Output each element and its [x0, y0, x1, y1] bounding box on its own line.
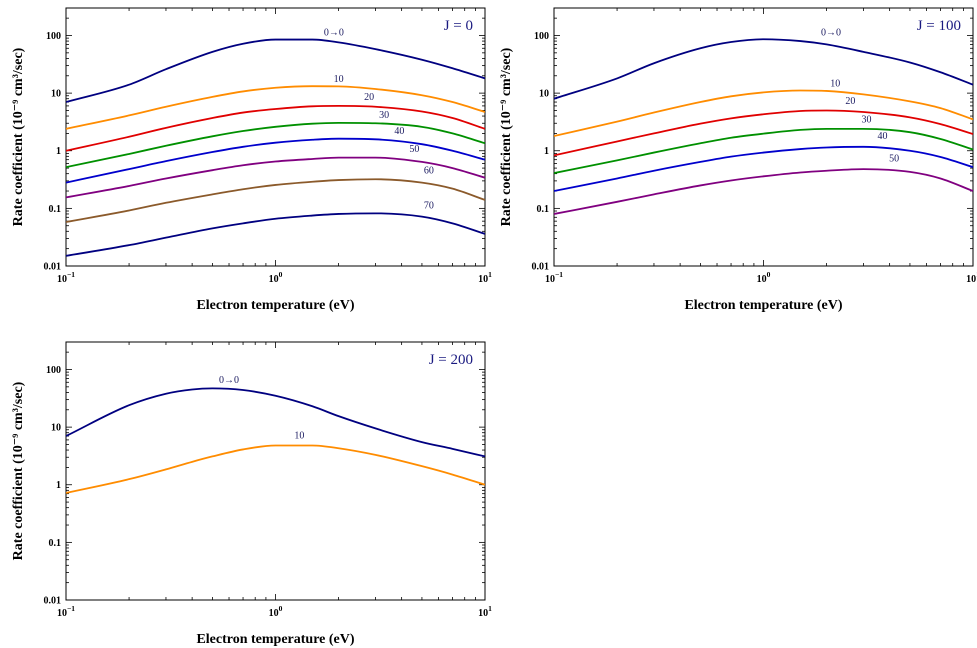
series-label: 10	[830, 79, 840, 90]
series-label: 60	[424, 166, 434, 177]
y-tick-label: 100	[46, 31, 61, 42]
x-tick-label: 10−1	[57, 270, 75, 285]
series-label: 50	[409, 144, 419, 155]
x-tick-exponent: −1	[67, 604, 75, 613]
x-tick-exponent: 1	[488, 270, 492, 279]
x-tick-exponent: 0	[767, 270, 771, 279]
plot-frame	[65, 341, 486, 601]
plot-frame	[553, 7, 974, 267]
x-tick-label: 10−1	[545, 270, 563, 285]
series-line-1	[554, 89, 973, 137]
y-axis-label: Rate coefficient (10⁻⁹ cm³/sec)	[11, 381, 26, 560]
y-tick-label: 0.1	[537, 204, 550, 215]
series-label: 0→0	[219, 375, 239, 386]
series-line-1	[66, 444, 485, 494]
series-label: 70	[424, 200, 434, 211]
series-label: 40	[878, 131, 888, 142]
x-tick-exponent: −1	[67, 270, 75, 279]
y-tick-label: 0.1	[49, 204, 62, 215]
x-axis-label: Electron temperature (eV)	[684, 298, 842, 313]
y-tick-label: 100	[534, 31, 549, 42]
x-tick-label: 101	[478, 270, 492, 285]
x-tick-label: 101	[966, 270, 977, 285]
x-tick-base: 10	[757, 274, 767, 285]
series-line-0	[66, 38, 485, 103]
y-tick-label: 10	[51, 89, 61, 100]
panel-title: J = 200	[429, 352, 473, 368]
series-line-5	[66, 156, 485, 199]
x-tick-base: 10	[478, 608, 488, 619]
y-tick-label: 0.01	[44, 596, 62, 607]
series-label: 20	[845, 96, 855, 107]
series-label: 0→0	[821, 27, 841, 38]
series-line-0	[554, 38, 973, 100]
series-label: 50	[889, 154, 899, 165]
y-tick-label: 0.01	[532, 262, 550, 273]
x-tick-base: 10	[545, 274, 555, 285]
y-tick-label: 100	[46, 365, 61, 376]
series-label: 0→0	[324, 27, 344, 38]
x-tick-base: 10	[269, 274, 279, 285]
series-line-3	[554, 127, 973, 174]
series-line-3	[66, 121, 485, 168]
y-tick-label: 1	[56, 146, 61, 157]
series-line-7	[66, 212, 485, 257]
series-line-2	[554, 109, 973, 157]
y-tick-label: 0.01	[44, 262, 62, 273]
x-tick-label: 10−1	[57, 604, 75, 619]
series-label: 20	[364, 92, 374, 103]
y-axis-label: Rate coefficient (10⁻⁹ cm³/sec)	[11, 47, 26, 226]
y-tick-label: 1	[56, 480, 61, 491]
x-tick-exponent: 1	[488, 604, 492, 613]
series-line-0	[66, 387, 485, 458]
series-line-1	[66, 85, 485, 130]
series-line-4	[66, 137, 485, 184]
series-label: 40	[394, 126, 404, 137]
series-label: 10	[294, 431, 304, 442]
x-tick-base: 10	[966, 274, 976, 285]
series-line-6	[66, 178, 485, 223]
series-line-4	[554, 145, 973, 192]
x-axis-label: Electron temperature (eV)	[196, 298, 354, 313]
x-tick-exponent: −1	[555, 270, 563, 279]
series-label: 30	[379, 110, 389, 121]
series-label: 10	[334, 74, 344, 85]
panel-title: J = 0	[444, 18, 473, 34]
x-tick-exponent: 0	[279, 270, 283, 279]
y-tick-label: 0.1	[49, 538, 62, 549]
x-tick-base: 10	[57, 608, 67, 619]
x-tick-label: 100	[757, 270, 771, 285]
y-tick-label: 10	[539, 89, 549, 100]
x-tick-label: 100	[269, 270, 283, 285]
y-tick-label: 10	[51, 423, 61, 434]
x-tick-exponent: 0	[279, 604, 283, 613]
x-tick-base: 10	[57, 274, 67, 285]
x-tick-base: 10	[478, 274, 488, 285]
series-label: 30	[861, 114, 871, 125]
x-tick-base: 10	[269, 608, 279, 619]
panel-title: J = 100	[917, 18, 961, 34]
x-tick-label: 101	[478, 604, 492, 619]
y-axis-label: Rate coefficient (10⁻⁹ cm³/sec)	[499, 47, 514, 226]
series-line-2	[66, 105, 485, 152]
y-tick-label: 1	[544, 146, 549, 157]
series-line-5	[554, 168, 973, 215]
x-axis-label: Electron temperature (eV)	[196, 632, 354, 647]
x-tick-label: 100	[269, 604, 283, 619]
